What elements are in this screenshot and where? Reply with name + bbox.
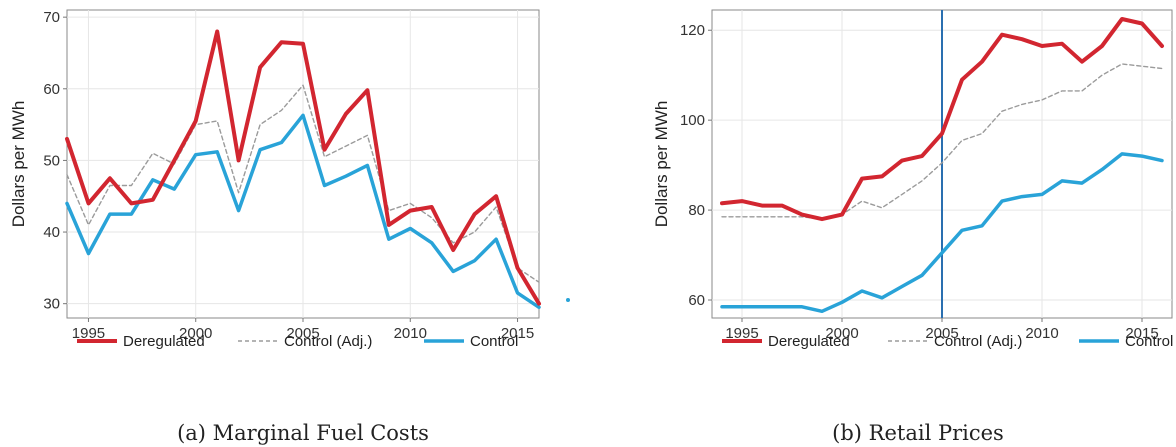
series-line-deregulated	[65, 29, 541, 306]
y-tick-label: 100	[680, 112, 705, 129]
y-axis-label-b: Dollars per MWh	[652, 101, 671, 228]
grid-a	[67, 10, 539, 318]
x-tick-label: 2015	[1125, 325, 1158, 342]
legend-label: Control	[1125, 333, 1173, 350]
legend-label: Deregulated	[123, 333, 205, 350]
series-line-control	[65, 113, 541, 310]
legend-label: Control (Adj.)	[934, 333, 1022, 350]
legend-item: Control (Adj.)	[888, 333, 1022, 350]
panel-marginal-fuel-costs: 1995 2000 2005 2010 2015 30 40 50 60 70 Dollars p…	[9, 9, 541, 445]
x-tick-label: 2010	[1025, 325, 1058, 342]
x-tick-label: 2010	[394, 325, 427, 342]
legend-label: Control	[470, 333, 518, 350]
x-tick-label: 1995	[725, 325, 758, 342]
y-tick-label: 30	[43, 296, 60, 313]
stray-dot	[566, 298, 570, 302]
series-line-control-adj	[721, 63, 1163, 220]
y-tick-label: 80	[688, 202, 705, 219]
legend-label: Deregulated	[768, 333, 850, 350]
series-line-control	[720, 152, 1164, 314]
caption-a: (a) Marginal Fuel Costs	[177, 421, 429, 445]
caption-b: (b) Retail Prices	[832, 421, 1004, 445]
series-line-deregulated	[720, 17, 1164, 222]
legend-item: Control (Adj.)	[238, 333, 372, 350]
legend-b: Deregulated Control (Adj.) Control	[722, 333, 1173, 350]
legend-item: Deregulated	[77, 333, 205, 350]
legend-item: Deregulated	[722, 333, 850, 350]
ticks-a: 1995 2000 2005 2010 2015 30 40 50 60 70	[43, 9, 534, 342]
y-tick-label: 120	[680, 22, 705, 39]
x-tick-label: 2000	[825, 325, 858, 342]
panel-retail-prices: 1995 2000 2005 2010 2015 60 80 100 120 Dollars p…	[652, 9, 1173, 445]
y-tick-label: 60	[43, 81, 60, 98]
x-tick-label: 2000	[179, 325, 212, 342]
ticks-b: 1995 2000 2005 2010 2015 60 80 100 120	[680, 22, 1159, 342]
x-tick-label: 2005	[925, 325, 958, 342]
legend-label: Control (Adj.)	[284, 333, 372, 350]
y-tick-label: 40	[43, 224, 60, 241]
series-b	[720, 17, 1164, 314]
y-tick-label: 60	[688, 292, 705, 309]
legend-item: Control	[424, 333, 518, 350]
legend-a: Deregulated Control (Adj.) Control	[77, 333, 518, 350]
x-tick-label: 2005	[286, 325, 319, 342]
legend-item: Control	[1079, 333, 1173, 350]
x-tick-label: 1995	[72, 325, 105, 342]
y-tick-label: 70	[43, 9, 60, 26]
y-axis-label-a: Dollars per MWh	[9, 101, 28, 228]
series-a	[65, 29, 541, 310]
y-tick-label: 50	[43, 152, 60, 169]
x-tick-label: 2015	[501, 325, 534, 342]
